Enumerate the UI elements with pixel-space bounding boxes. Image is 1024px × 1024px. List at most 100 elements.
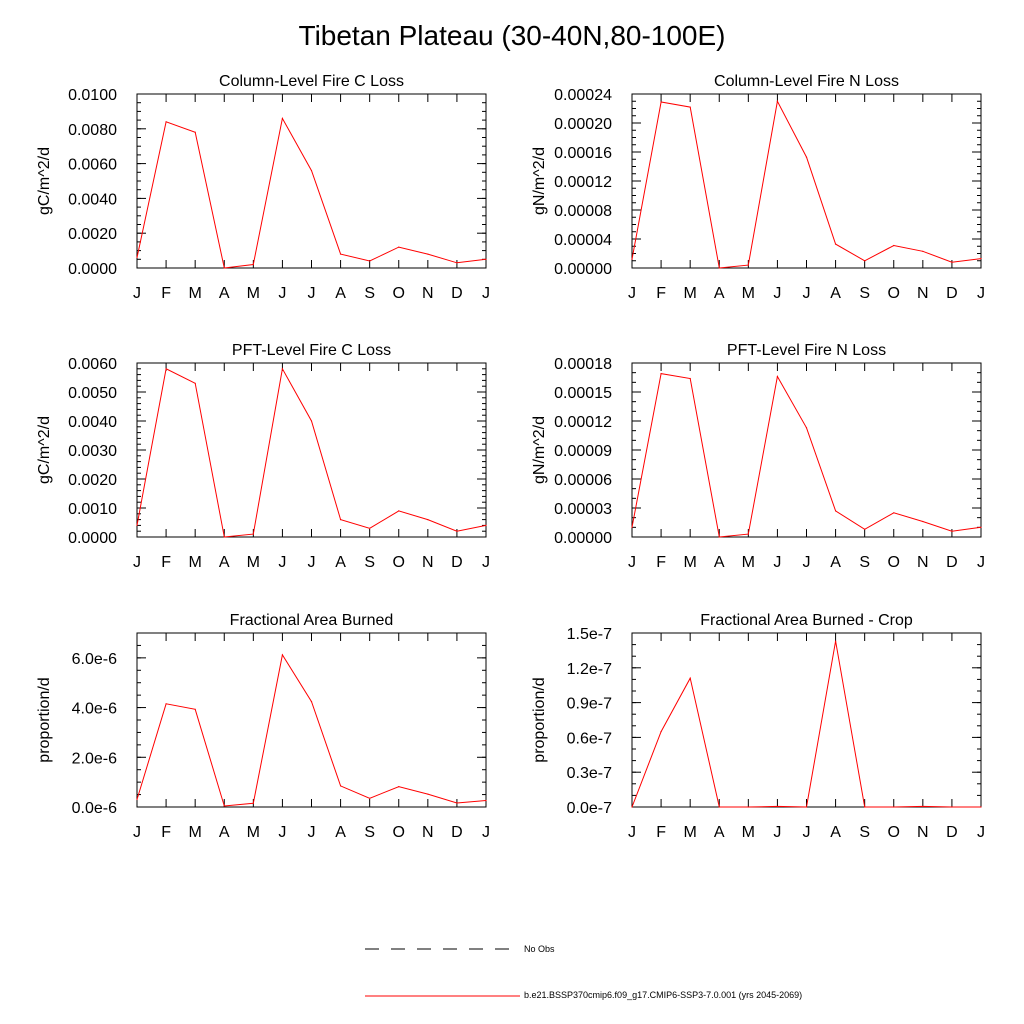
chart-1-point (485, 258, 487, 260)
chart-4-ylabel: gN/m^2/d (531, 416, 548, 484)
chart-4-frame (631, 362, 982, 538)
chart-5-xtick-label: N (422, 824, 434, 841)
chart-6-point (776, 805, 779, 808)
chart-5-frame (136, 632, 487, 808)
chart-2-xtick-label: N (917, 285, 929, 302)
chart-4-xtick-label: J (773, 554, 781, 571)
chart-6-xtick-label: A (714, 824, 725, 841)
chart-4-point (805, 427, 808, 429)
chart-2-point (718, 267, 720, 269)
chart-3-ytick-label: 0.0040 (68, 414, 117, 431)
chart-1-xtick-label: A (219, 285, 230, 302)
chart-1-point (398, 246, 400, 248)
chart-6-xtick-label: O (888, 824, 900, 841)
chart-6-xtick-label: S (859, 824, 870, 841)
chart-5-xtick-label: M (189, 824, 202, 841)
chart-1-xtick-label: D (451, 285, 463, 302)
chart-2-series-line (631, 99, 982, 269)
chart-1-point (456, 262, 458, 264)
chart-3-xtick-label: O (393, 554, 405, 571)
chart-3-xtick-label: D (451, 554, 463, 571)
chart-3-xtick-label: M (189, 554, 202, 571)
chart-3-ytick-label: 0.0010 (68, 501, 117, 518)
chart-5-title: Fractional Area Burned (230, 612, 394, 629)
chart-1-xtick-label: A (335, 285, 346, 302)
chart-2-ytick-label: 0.00000 (554, 261, 612, 278)
chart-1-xtick-label: M (189, 285, 202, 302)
chart-6-point (951, 806, 953, 808)
chart-1-point (194, 131, 196, 133)
legend-label-model-run: b.e21.BSSP370cmip6.f09_g17.CMIP6-SSP3-7.… (524, 990, 803, 1000)
legend-label-no-obs: No Obs (524, 944, 555, 954)
chart-6-xtick-label: A (830, 824, 841, 841)
chart-2-xtick-label: O (888, 285, 900, 302)
chart-1-xtick-label: N (422, 285, 434, 302)
chart-2-point (776, 100, 779, 102)
chart-4-point (980, 526, 982, 528)
chart-6-xtick-label: M (742, 824, 755, 841)
chart-3-ytick-label: 0.0020 (68, 472, 117, 489)
chart-2-ylabel: gN/m^2/d (531, 147, 548, 215)
chart-1-xtick-label: J (278, 285, 286, 302)
chart-2-frame (631, 93, 982, 269)
chart-2-ytick-label: 0.00004 (554, 232, 612, 249)
chart-4-xtick-label: D (946, 554, 958, 571)
chart-3-point (165, 368, 167, 370)
chart-3-ytick-label: 0.0050 (68, 385, 117, 402)
chart-4-point (893, 512, 895, 514)
chart-1-point (369, 260, 371, 262)
chart-6-ylabel: proportion/d (531, 677, 548, 762)
chart-6-point (660, 731, 662, 733)
chart-2-xtick-label: M (684, 285, 697, 302)
chart-3-frame (136, 362, 487, 538)
chart-3-ytick-label: 0.0030 (68, 443, 117, 460)
chart-1-ylabel: gC/m^2/d (36, 147, 53, 215)
chart-1-point (339, 253, 342, 255)
chart-2-point (834, 243, 837, 245)
chart-5-xtick-label: J (278, 824, 286, 841)
chart-3-ytick-label: 0.0000 (68, 530, 117, 547)
chart-3-ytick-label: 0.0060 (68, 356, 117, 373)
chart-6-xtick-label: J (803, 824, 811, 841)
chart-4-ytick-label: 0.00003 (554, 501, 612, 518)
chart-4-point (864, 528, 866, 530)
chart-2-ytick-label: 0.00012 (554, 174, 612, 191)
chart-2-point (805, 156, 808, 158)
chart-3-xtick-label: A (219, 554, 230, 571)
chart-4-point (718, 536, 720, 538)
chart-5-point (281, 654, 284, 656)
chart-5-point (136, 798, 138, 801)
chart-6-ytick-label: 0.0e-7 (567, 800, 612, 817)
chart-3-point (252, 533, 254, 535)
chart-3-point (427, 519, 429, 521)
chart-3-point (194, 382, 196, 384)
chart-5-point (165, 703, 167, 705)
chart-5-xtick-label: O (393, 824, 405, 841)
chart-4-point (834, 510, 837, 512)
chart-4-point (660, 373, 662, 375)
chart-1-xtick-label: O (393, 285, 405, 302)
chart-5-point (339, 785, 342, 787)
chart-5-xtick-label: A (219, 824, 230, 841)
chart-4-point (747, 533, 749, 535)
chart-4-xtick-label: J (977, 554, 985, 571)
chart-5-xtick-label: J (482, 824, 490, 841)
chart-2-xtick-label: J (803, 285, 811, 302)
chart-3-point (398, 510, 400, 512)
figure-title: Tibetan Plateau (30-40N,80-100E) (298, 20, 726, 51)
chart-3-point (339, 519, 342, 521)
chart-5-ytick-label: 2.0e-6 (72, 750, 117, 767)
chart-6-point (893, 806, 895, 808)
chart-3-xtick-label: J (308, 554, 316, 571)
chart-1-ytick-label: 0.0020 (68, 226, 117, 243)
chart-5-point (427, 793, 429, 795)
chart-1-ytick-label: 0.0080 (68, 122, 117, 139)
chart-1-xtick-label: J (308, 285, 316, 302)
chart-2-ytick-label: 0.00020 (554, 116, 612, 133)
chart-1-point (427, 253, 429, 255)
chart-3-xtick-label: F (161, 554, 171, 571)
chart-3-series-line (136, 367, 487, 538)
chart-1-point (223, 267, 225, 269)
chart-4-xtick-label: F (656, 554, 666, 571)
chart-2-ytick-label: 0.00024 (554, 87, 612, 104)
